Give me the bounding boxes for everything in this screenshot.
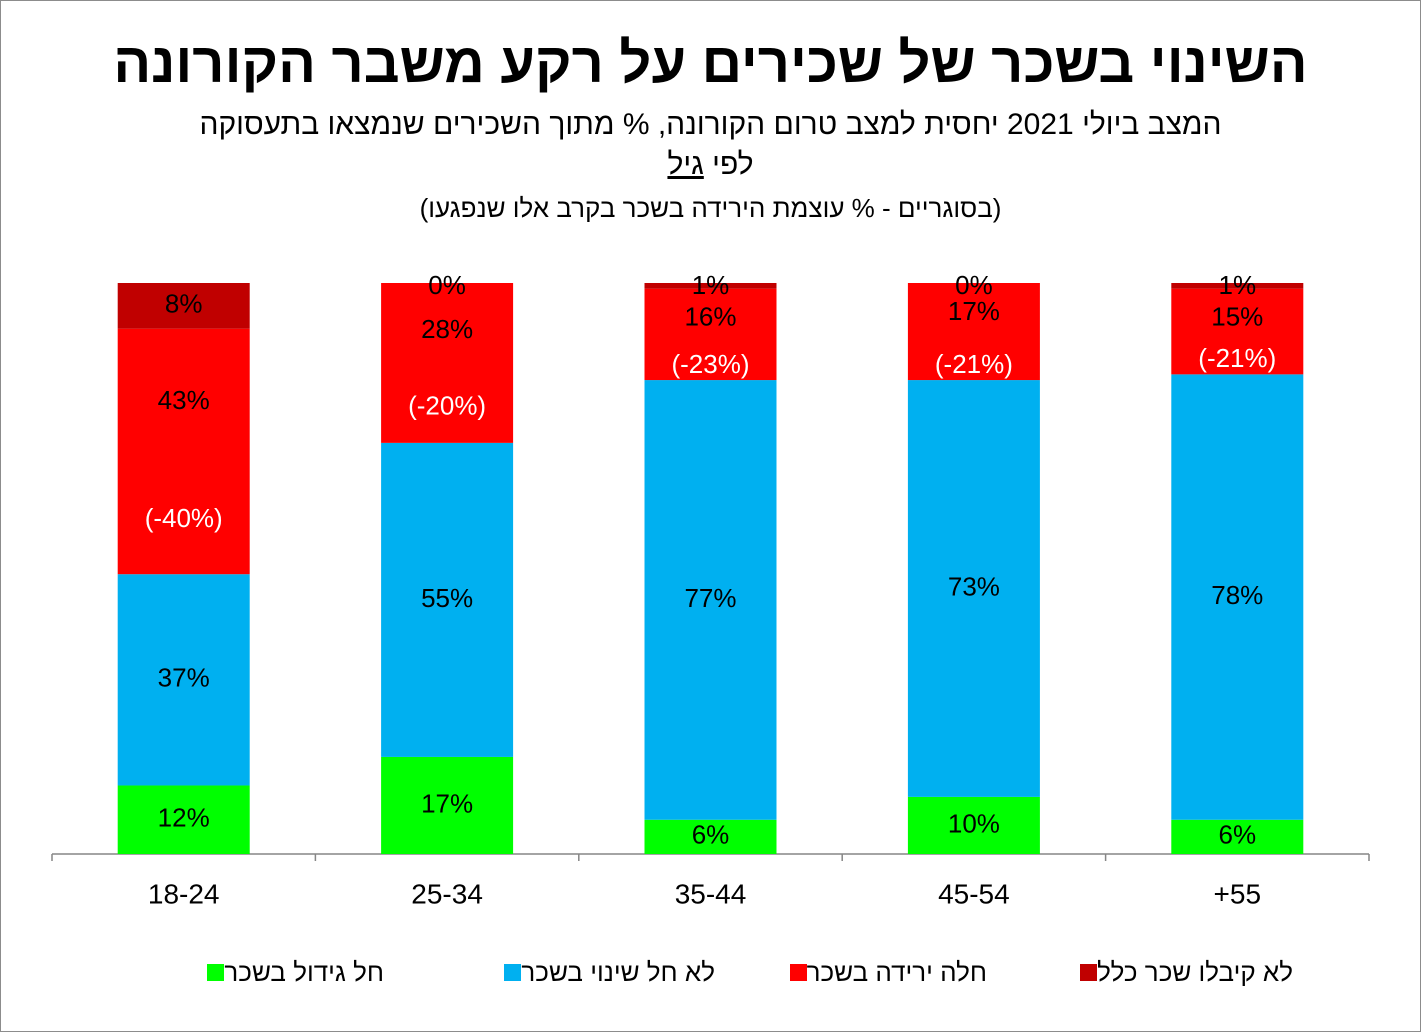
data-label-no-change-18-24: 37% <box>158 663 210 693</box>
x-tick-label-25-34: 25-34 <box>411 878 483 909</box>
decline-intensity-label-45-54: (-21%) <box>935 349 1013 379</box>
data-label-decrease-+55: 15% <box>1211 302 1263 332</box>
x-tick-label-35-44: 35-44 <box>675 878 747 909</box>
chart-note: (בסוגריים - % עוצמת הירידה בשכר בקרב אלו… <box>419 193 1002 223</box>
legend-label-no-pay: לא קיבלו שכר כלל <box>1097 956 1293 987</box>
data-label-increase-+55: 6% <box>1219 820 1257 850</box>
subtitle-by-prefix: לפי <box>712 148 754 181</box>
bar-no-change-+55 <box>1171 374 1304 820</box>
data-label-increase-45-54: 10% <box>948 808 1000 838</box>
bar-decrease-25-34 <box>381 283 514 443</box>
subtitle-by-age: גיל <box>667 148 704 181</box>
data-label-no-pay-+55: 1% <box>1219 270 1257 300</box>
data-label-decrease-35-44: 16% <box>684 302 736 332</box>
data-label-decrease-18-24: 43% <box>158 385 210 415</box>
legend-swatch-no-change <box>504 963 522 981</box>
legend-item-decrease: חלה ירידה בשכר <box>780 952 987 992</box>
bar-decrease-+55 <box>1171 288 1304 375</box>
bar-increase-35-44 <box>644 819 777 854</box>
bar-no-pay-+55 <box>1171 283 1304 289</box>
decline-intensity-label-25-34: (-20%) <box>408 391 486 421</box>
chart-legend: לא קיבלו שכר כלל חלה ירידה בשכר לא חל שינו… <box>0 952 1421 992</box>
data-label-no-change-+55: 78% <box>1211 580 1263 610</box>
data-label-increase-18-24: 12% <box>158 803 210 833</box>
bar-no-change-45-54 <box>907 380 1040 797</box>
data-label-no-change-35-44: 77% <box>684 583 736 613</box>
bar-increase-25-34 <box>381 756 514 854</box>
chart-subtitle: המצב ביולי 2021 יחסית למצב טרום הקורונה,… <box>199 108 1222 141</box>
data-label-no-pay-35-44: 1% <box>692 270 730 300</box>
bar-decrease-18-24 <box>117 328 250 575</box>
data-label-no-pay-18-24: 8% <box>165 289 203 319</box>
data-label-no-pay-25-34: 0% <box>428 270 466 300</box>
x-tick-label-+55: +55 <box>1214 878 1262 909</box>
legend-swatch-increase <box>207 963 225 981</box>
decline-intensity-label-35-44: (-23%) <box>671 349 749 379</box>
bar-no-change-35-44 <box>644 380 777 820</box>
bar-no-pay-18-24 <box>117 283 250 329</box>
legend-swatch-no-pay <box>1080 963 1098 981</box>
legend-label-no-change: לא חל שינוי בשכר <box>521 956 715 987</box>
bar-decrease-35-44 <box>644 288 777 381</box>
bar-increase-+55 <box>1171 819 1304 854</box>
decline-intensity-label-+55: (-21%) <box>1198 343 1276 373</box>
bar-no-change-18-24 <box>117 574 250 786</box>
data-label-decrease-45-54: 17% <box>948 296 1000 326</box>
data-label-decrease-25-34: 28% <box>421 314 473 344</box>
data-label-increase-25-34: 17% <box>421 788 473 818</box>
bar-increase-45-54 <box>907 796 1040 854</box>
legend-label-increase: חל גידול בשכר <box>224 956 384 987</box>
data-label-no-pay-45-54: 0% <box>955 270 993 300</box>
legend-item-no-pay: לא קיבלו שכר כלל <box>1070 952 1293 992</box>
legend-label-decrease: חלה ירידה בשכר <box>806 956 987 987</box>
data-label-no-change-25-34: 55% <box>421 583 473 613</box>
legend-swatch-decrease <box>789 963 807 981</box>
data-label-increase-35-44: 6% <box>692 820 730 850</box>
chart-title: השינוי בשכר של שכירים על רקע משבר הקורונ… <box>113 31 1308 94</box>
bar-no-change-25-34 <box>381 442 514 757</box>
x-tick-label-45-54: 45-54 <box>938 878 1010 909</box>
data-label-no-change-45-54: 73% <box>948 571 1000 601</box>
bar-increase-18-24 <box>117 785 250 854</box>
chart-subtitle-by: לפי גיל <box>0 145 1421 185</box>
legend-item-increase: חל גידול בשכר <box>197 952 384 992</box>
x-tick-label-18-24: 18-24 <box>148 878 220 909</box>
bar-decrease-45-54 <box>907 283 1040 381</box>
decline-intensity-label-18-24: (-40%) <box>145 503 223 533</box>
legend-item-no-change: לא חל שינוי בשכר <box>494 952 715 992</box>
bar-no-pay-35-44 <box>644 283 777 289</box>
